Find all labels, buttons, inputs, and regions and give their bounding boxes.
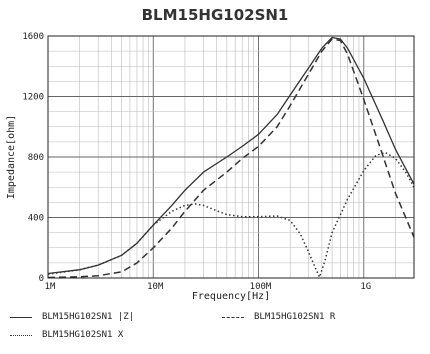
x-tick-label: 1G [360, 282, 371, 292]
y-tick-label: 0 [39, 274, 44, 284]
legend-label: BLM15HG102SN1 R [254, 312, 336, 322]
legend-label: BLM15HG102SN1 |Z| [42, 312, 135, 322]
chart-title: BLM15HG102SN1 [141, 6, 289, 24]
chart-plot: 0 400 800 1200 1600 1M 10M 100M 1G Impedance[ohm… [6, 32, 415, 302]
y-tick-label: 1600 [22, 32, 44, 42]
x-tick-label: 100M [250, 282, 272, 292]
legend-item-x: BLM15HG102SN1 X [10, 330, 123, 340]
y-tick-label: 800 [28, 153, 44, 163]
legend-item-r: BLM15HG102SN1 R [222, 312, 335, 322]
x-axis-label: Frequency[Hz] [192, 291, 270, 302]
legend-swatch-dashed [222, 316, 244, 318]
x-tick-label: 1M [45, 282, 56, 292]
series-line-dashed [47, 38, 415, 279]
legend-item-z: BLM15HG102SN1 |Z| [10, 312, 134, 322]
plot-frame [47, 35, 415, 279]
y-tick-label: 1200 [22, 93, 44, 103]
legend-swatch-dotted [10, 334, 32, 336]
y-tick-label: 400 [28, 214, 44, 224]
y-axis-label: Impedance[ohm] [6, 115, 17, 199]
grid [47, 35, 415, 279]
legend-swatch-solid [10, 316, 32, 318]
legend-label: BLM15HG102SN1 X [42, 330, 124, 340]
series-line-solid [47, 36, 415, 275]
series-lines [47, 36, 415, 279]
tick-labels: 0 400 800 1200 1600 1M 10M 100M 1G [22, 32, 371, 292]
x-tick-label: 10M [147, 282, 164, 292]
series-line-dotted [47, 151, 415, 278]
legend: BLM15HG102SN1 |Z| BLM15HG102SN1 R BLM15H… [10, 310, 430, 350]
